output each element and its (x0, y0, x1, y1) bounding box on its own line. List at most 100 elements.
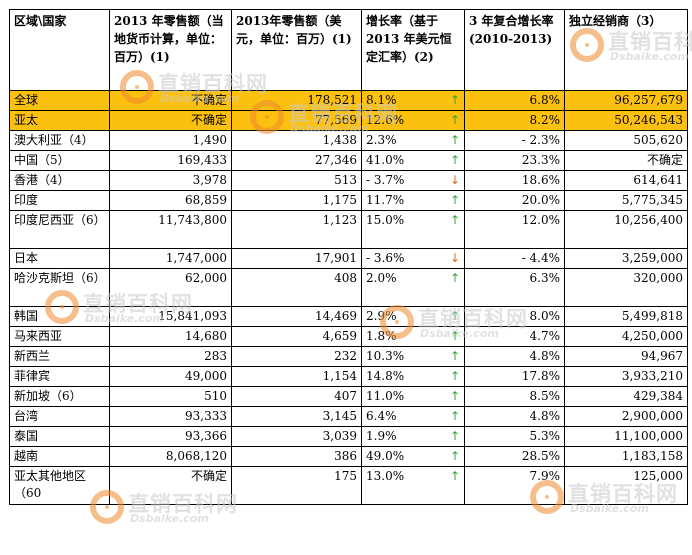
table-row: 新加坡（6） 510 407 11.0% ↑ 8.5% 429,384 (9, 386, 688, 407)
row-usd-sales-text: 408 (334, 271, 357, 285)
row-growth-rate-text: 13.0% (366, 469, 405, 483)
row-distributors: 4,250,000 (564, 326, 688, 347)
row-cagr-text: 17.8% (521, 369, 560, 383)
row-growth-rate: 10.3% ↑ (361, 346, 465, 367)
arrow-up-icon: ↑ (449, 329, 460, 343)
row-region-text: 马来西亚 (14, 329, 63, 343)
row-growth-rate-text: 12.6% (366, 113, 405, 127)
row-usd-sales: 1,175 (231, 190, 362, 211)
row-growth-rate: 8.1% ↑ (361, 90, 465, 111)
row-local-sales-text: 11,743,800 (158, 213, 227, 227)
table-row: 澳大利亚（4） 1,490 1,438 2.3% ↑ - 2.3% 505,620 (9, 130, 688, 151)
row-cagr-text: 6.8% (529, 93, 561, 107)
table-row: 泰国 93,366 3,039 1.9% ↑ 5.3% 11,100,000 (9, 426, 688, 447)
row-usd-sales-text: 178,521 (307, 93, 357, 107)
row-usd-sales-text: 3,145 (322, 409, 357, 423)
row-region-text: 越南 (14, 449, 39, 463)
row-growth-rate-text: 49.0% (366, 449, 405, 463)
table-row: 印度 68,859 1,175 11.7% ↑ 20.0% 5,775,345 (9, 190, 688, 211)
row-distributors-text: 96,257,679 (614, 93, 683, 107)
row-usd-sales: 27,346 (231, 150, 362, 171)
row-growth-rate-text: 1.8% (366, 329, 397, 343)
row-growth-rate: - 3.6% ↓ (361, 248, 465, 269)
row-region: 越南 (9, 446, 110, 467)
table-row: 韩国 15,841,093 14,469 2.9% ↑ 8.0% 5,499,818 (9, 306, 688, 327)
row-local-sales: 1,747,000 (109, 248, 232, 269)
row-region-text: 日本 (14, 251, 39, 265)
row-cagr-text: 8.2% (529, 113, 561, 127)
row-distributors: 5,775,345 (564, 190, 688, 211)
row-cagr-text: 18.6% (521, 173, 560, 187)
table-row: 亚太 不确定 77,569 12.6% ↑ 8.2% 50,246,543 (9, 110, 688, 131)
table-row: 全球 不确定 178,521 8.1% ↑ 6.8% 96,257,679 (9, 90, 688, 111)
row-growth-rate-text: 6.4% (366, 409, 397, 423)
row-region: 澳大利亚（4） (9, 130, 110, 151)
row-local-sales-text: 不确定 (190, 113, 227, 127)
row-growth-rate: 11.0% ↑ (361, 386, 465, 407)
row-region: 新西兰 (9, 346, 110, 367)
row-usd-sales-text: 1,123 (322, 213, 357, 227)
row-local-sales: 3,978 (109, 170, 232, 191)
row-local-sales-text: 62,000 (185, 271, 227, 285)
row-growth-rate-text: 2.3% (366, 133, 397, 147)
table-row: 香港（4） 3,978 513 - 3.7% ↓ 18.6% 614,641 (9, 170, 688, 191)
row-growth-rate: 6.4% ↑ (361, 406, 465, 427)
row-distributors-text: 320,000 (633, 271, 683, 285)
row-usd-sales-text: 1,154 (322, 369, 357, 383)
row-local-sales-text: 1,490 (192, 133, 227, 147)
row-usd-sales: 232 (231, 346, 362, 367)
header-usd-sales: 2013年零售额（美元，单位：百万）(1) (231, 9, 362, 91)
row-local-sales: 68,859 (109, 190, 232, 211)
row-distributors: 429,384 (564, 386, 688, 407)
row-distributors-text: 125,000 (633, 469, 683, 483)
row-region-text: 印度尼西亚（6） (14, 213, 106, 227)
arrow-up-icon: ↑ (449, 369, 460, 383)
row-region-text: 澳大利亚（4） (14, 133, 94, 147)
row-distributors-text: 505,620 (633, 133, 683, 147)
row-usd-sales: 1,438 (231, 130, 362, 151)
table-row: 中国（5） 169,433 27,346 41.0% ↑ 23.3% 不确定 (9, 150, 688, 171)
row-local-sales-text: 3,978 (192, 173, 227, 187)
row-growth-rate: 14.8% ↑ (361, 366, 465, 387)
row-growth-rate-text: 10.3% (366, 349, 405, 363)
row-cagr: 8.2% (464, 110, 565, 131)
row-growth-rate: - 3.7% ↓ (361, 170, 465, 191)
row-cagr: 4.8% (464, 346, 565, 367)
row-usd-sales: 14,469 (231, 306, 362, 327)
row-cagr: 6.3% (464, 268, 565, 307)
arrow-up-icon: ↑ (449, 113, 460, 127)
row-growth-rate: 41.0% ↑ (361, 150, 465, 171)
arrow-up-icon: ↑ (449, 389, 460, 403)
row-usd-sales: 408 (231, 268, 362, 307)
row-region-text: 中国（5） (14, 153, 70, 167)
row-region-text: 亚太其他地区（60 (14, 469, 87, 500)
row-region-text: 哈沙克斯坦（6） (14, 271, 106, 285)
row-usd-sales-text: 1,438 (322, 133, 357, 147)
row-local-sales: 510 (109, 386, 232, 407)
row-local-sales-text: 169,433 (177, 153, 227, 167)
arrow-up-icon: ↑ (449, 429, 460, 443)
row-cagr-text: 8.0% (529, 309, 561, 323)
row-growth-rate-text: - 3.7% (366, 173, 405, 187)
row-region-text: 新西兰 (14, 349, 51, 363)
table-row: 日本 1,747,000 17,901 - 3.6% ↓ - 4.4% 3,259,000 (9, 248, 688, 269)
row-distributors: 2,900,000 (564, 406, 688, 427)
row-cagr-text: 23.3% (521, 153, 560, 167)
row-region-text: 香港（4） (14, 173, 70, 187)
row-local-sales-text: 不确定 (190, 469, 227, 483)
row-growth-rate-text: 2.9% (366, 309, 397, 323)
row-local-sales-text: 15,841,093 (158, 309, 227, 323)
row-region: 新加坡（6） (9, 386, 110, 407)
row-distributors-text: 1,183,158 (621, 449, 683, 463)
row-distributors: 不确定 (564, 150, 688, 171)
row-usd-sales: 3,039 (231, 426, 362, 447)
row-usd-sales-text: 175 (334, 469, 357, 483)
row-cagr: - 2.3% (464, 130, 565, 151)
row-growth-rate: 2.0% ↑ (361, 268, 465, 307)
arrow-up-icon: ↑ (449, 213, 460, 227)
row-cagr: 8.5% (464, 386, 565, 407)
row-distributors-text: 2,900,000 (621, 409, 683, 423)
row-region-text: 新加坡（6） (14, 389, 82, 403)
row-local-sales-text: 93,333 (185, 409, 227, 423)
arrow-up-icon: ↑ (449, 309, 460, 323)
